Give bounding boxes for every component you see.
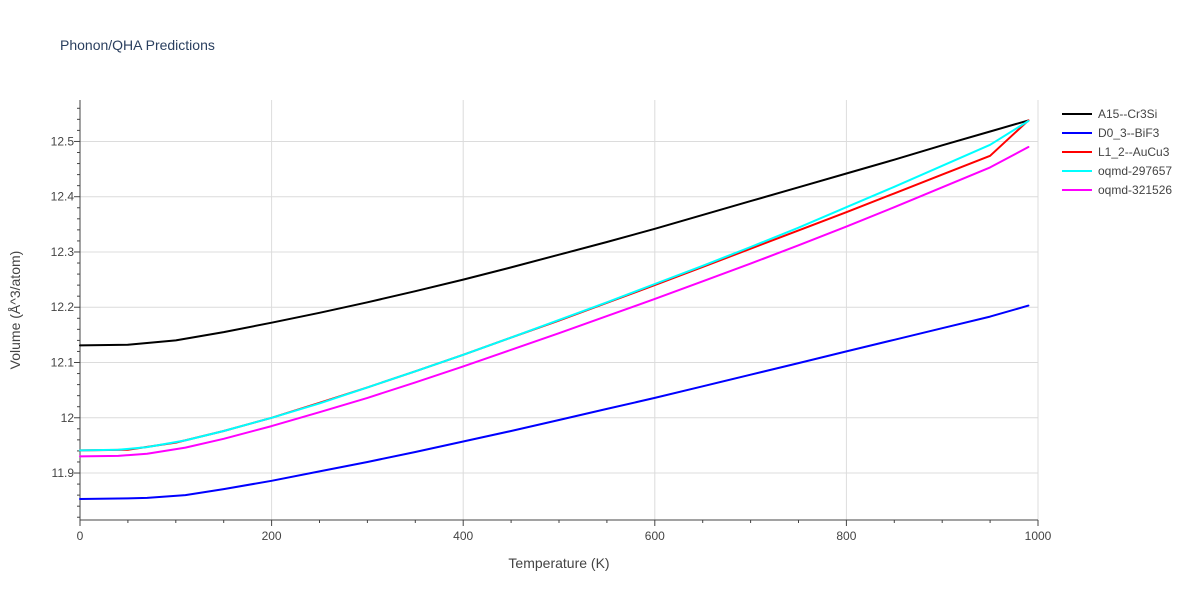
legend-label: oqmd-321526 [1098, 183, 1172, 197]
y-tick-label: 12 [61, 411, 75, 425]
series-layer [79, 119, 1030, 500]
series-line-oqmd-297657 [79, 120, 1030, 452]
x-tick-label: 0 [77, 529, 84, 543]
legend-label: L1_2--AuCu3 [1098, 145, 1170, 159]
x-tick-label: 800 [836, 529, 856, 543]
x-tick-label: 400 [453, 529, 473, 543]
x-tick-label: 600 [645, 529, 665, 543]
legend-item[interactable]: D0_3--BiF3 [1062, 126, 1160, 140]
x-tick-label: 200 [262, 529, 282, 543]
y-tick-label: 12.1 [51, 356, 75, 370]
x-tick-label: 1000 [1025, 529, 1052, 543]
series-line-a15-cr3si [79, 119, 1030, 347]
x-axis-title: Temperature (K) [508, 555, 609, 571]
series-line-oqmd-321526 [79, 146, 1030, 458]
legend-item[interactable]: oqmd-297657 [1062, 164, 1172, 178]
y-tick-label: 11.9 [52, 466, 75, 480]
y-tick-label: 12.4 [51, 190, 75, 204]
series-line-d0-3-bif3 [79, 304, 1030, 500]
axes-layer: 0 200 400 600 800 1000 11.9 12 12.1 12.2 12.3 12.4 1… [51, 100, 1052, 543]
legend-label: D0_3--BiF3 [1098, 126, 1160, 140]
series-line-l1-2-aucu3 [79, 119, 1030, 452]
legend-label: A15--Cr3Si [1098, 107, 1157, 121]
legend[interactable]: A15--Cr3Si D0_3--BiF3 L1_2--AuCu3 oqmd-2976… [1062, 107, 1172, 197]
legend-item[interactable]: L1_2--AuCu3 [1062, 145, 1170, 159]
legend-label: oqmd-297657 [1098, 164, 1172, 178]
grid-layer [80, 100, 1039, 520]
y-tick-label: 12.5 [51, 134, 75, 148]
y-axis-title: Volume (Å^3/atom) [7, 251, 23, 370]
y-tick-label: 12.3 [51, 245, 75, 259]
chart-title: Phonon/QHA Predictions [60, 37, 215, 53]
legend-item[interactable]: A15--Cr3Si [1062, 107, 1157, 121]
legend-item[interactable]: oqmd-321526 [1062, 183, 1172, 197]
y-tick-label: 12.2 [51, 300, 75, 314]
